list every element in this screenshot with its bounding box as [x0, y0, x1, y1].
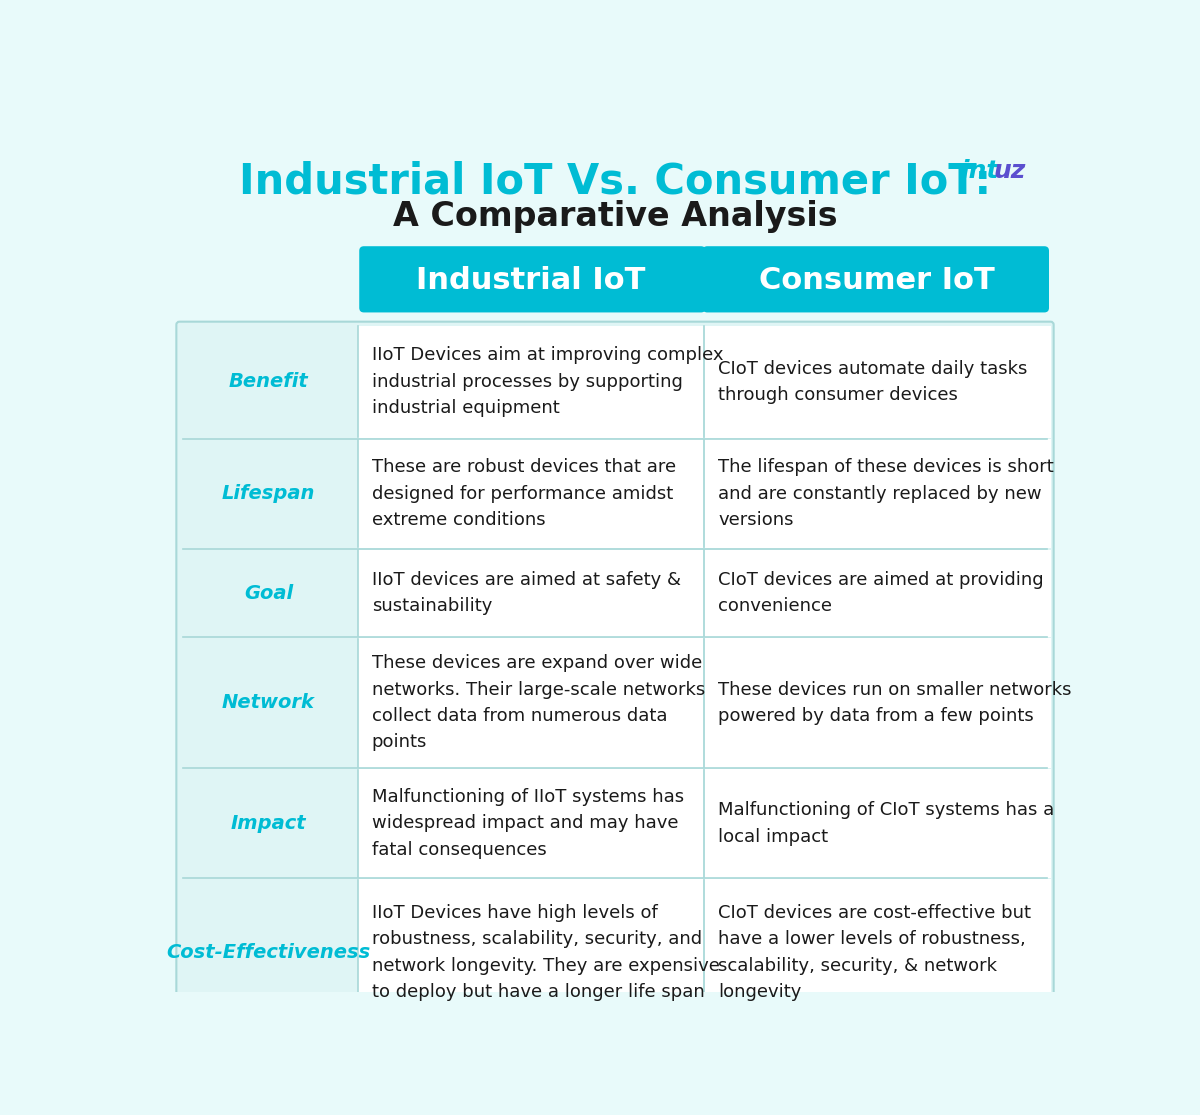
Text: CIoT devices automate daily tasks
through consumer devices: CIoT devices automate daily tasks throug… — [718, 359, 1027, 404]
Text: Industrial IoT Vs. Consumer IoT:: Industrial IoT Vs. Consumer IoT: — [239, 161, 991, 203]
Text: Goal: Goal — [244, 583, 293, 602]
FancyBboxPatch shape — [176, 322, 1054, 1029]
FancyBboxPatch shape — [359, 439, 703, 549]
Text: IIoT devices are aimed at safety &
sustainability: IIoT devices are aimed at safety & susta… — [372, 571, 680, 615]
FancyBboxPatch shape — [359, 638, 703, 767]
FancyBboxPatch shape — [704, 326, 1050, 438]
FancyBboxPatch shape — [704, 439, 1050, 549]
Text: Consumer IoT: Consumer IoT — [760, 266, 995, 295]
Text: The lifespan of these devices is short
and are constantly replaced by new
versio: The lifespan of these devices is short a… — [718, 458, 1054, 530]
Text: IIoT Devices have high levels of
robustness, scalability, security, and
network : IIoT Devices have high levels of robustn… — [372, 904, 720, 1001]
Text: CIoT devices are cost-effective but
have a lower levels of robustness,
scalabili: CIoT devices are cost-effective but have… — [718, 904, 1031, 1001]
FancyBboxPatch shape — [704, 550, 1050, 637]
FancyBboxPatch shape — [704, 769, 1050, 878]
FancyBboxPatch shape — [359, 246, 706, 312]
FancyBboxPatch shape — [359, 550, 703, 637]
Text: These are robust devices that are
designed for performance amidst
extreme condit: These are robust devices that are design… — [372, 458, 676, 530]
Text: Malfunctioning of IIoT systems has
widespread impact and may have
fatal conseque: Malfunctioning of IIoT systems has wides… — [372, 788, 684, 859]
Text: Malfunctioning of CIoT systems has a
local impact: Malfunctioning of CIoT systems has a loc… — [718, 802, 1055, 845]
Text: Cost-Effectiveness: Cost-Effectiveness — [167, 943, 371, 962]
FancyBboxPatch shape — [359, 879, 703, 1026]
Text: Network: Network — [222, 694, 316, 712]
Text: CIoT devices are aimed at providing
convenience: CIoT devices are aimed at providing conv… — [718, 571, 1044, 615]
FancyBboxPatch shape — [704, 879, 1050, 1026]
Text: IIoT Devices aim at improving complex
industrial processes by supporting
industr: IIoT Devices aim at improving complex in… — [372, 347, 724, 417]
FancyBboxPatch shape — [359, 769, 703, 878]
Text: uz: uz — [994, 158, 1026, 183]
Text: int: int — [960, 158, 998, 183]
Text: Benefit: Benefit — [229, 372, 308, 391]
Text: These devices are expand over wide
networks. Their large-scale networks
collect : These devices are expand over wide netwo… — [372, 655, 704, 752]
FancyBboxPatch shape — [359, 326, 703, 438]
Text: Industrial IoT: Industrial IoT — [416, 266, 646, 295]
FancyBboxPatch shape — [702, 246, 1049, 312]
Text: These devices run on smaller networks
powered by data from a few points: These devices run on smaller networks po… — [718, 680, 1072, 725]
Text: A Comparative Analysis: A Comparative Analysis — [392, 201, 838, 233]
Text: Lifespan: Lifespan — [222, 484, 316, 503]
FancyBboxPatch shape — [704, 638, 1050, 767]
Text: Impact: Impact — [230, 814, 306, 833]
